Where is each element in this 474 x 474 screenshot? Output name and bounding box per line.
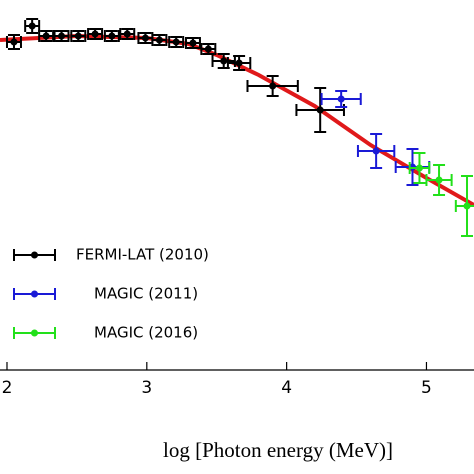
data-point [141,34,149,42]
data-point [435,176,443,184]
legend-marker [31,251,38,259]
data-point [415,164,423,172]
data-point [172,38,180,46]
data-point [123,30,131,38]
legend-label: FERMI-LAT (2010) [76,246,209,264]
x-axis-label: log [Photon energy (MeV)] [163,438,393,462]
x-tick-label: 4 [281,378,292,398]
data-point [220,57,228,65]
data-point [28,22,36,30]
legend-label: MAGIC (2016) [94,324,198,342]
data-point [316,106,324,114]
data-point [91,30,99,38]
data-point [463,202,471,210]
legend-label: MAGIC (2011) [94,285,198,303]
data-point [58,32,66,40]
legend-marker [31,329,38,337]
data-point [235,59,243,67]
data-point [155,36,163,44]
legend-marker [31,290,38,298]
data-point [74,32,82,40]
x-tick-label: 5 [421,378,432,398]
data-point [372,147,380,155]
x-tick-label: 3 [141,378,152,398]
data-point [204,45,212,53]
data-point [10,38,18,46]
x-tick-label: 2 [2,378,13,398]
data-point [189,39,197,47]
data-point [108,32,116,40]
data-point [337,95,345,103]
data-point [42,32,50,40]
data-point [269,82,277,90]
